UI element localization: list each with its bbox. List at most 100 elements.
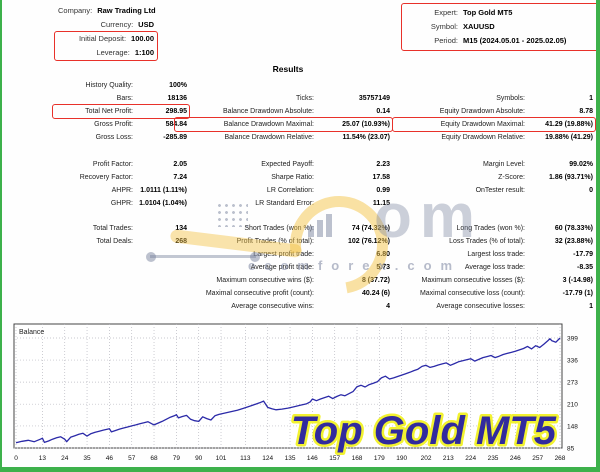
x-tick-label: 202 xyxy=(421,455,432,462)
stat-value: 60 (78.33%) xyxy=(554,225,593,232)
x-tick-label: 168 xyxy=(352,455,363,462)
stat-row: AHPR: 1.0111 (1.11%) xyxy=(55,184,187,197)
stat-label: Profit Trades (% of total): xyxy=(236,238,314,245)
plot-border xyxy=(13,323,563,449)
stat-value: -17.79 xyxy=(573,251,593,258)
stat-value: 0.99 xyxy=(376,187,390,194)
stat-value: 268 xyxy=(175,238,187,245)
header-value: Raw Trading Ltd xyxy=(97,6,156,15)
stat-label: Bars: xyxy=(116,95,133,102)
chart-series-label: Balance xyxy=(19,329,44,336)
stat-row: Largest profit trade: 6.80 xyxy=(177,248,390,261)
stat-label: Average profit trade: xyxy=(250,264,314,271)
stat-label: LR Standard Error: xyxy=(255,200,314,207)
header-row: Period: M15 (2024.05.01 - 2025.02.05) xyxy=(402,34,596,48)
header-row: Symbol: XAUUSD xyxy=(402,20,596,34)
stat-label: Largest profit trade: xyxy=(253,251,314,258)
stat-row: Balance Drawdown Relative: 11.54% (23.07) xyxy=(177,131,391,144)
expert-info: Expert: Top Gold MT5 Symbol: XAUUSD Period: M… xyxy=(401,3,596,51)
stat-label: Average consecutive losses: xyxy=(436,303,525,310)
stat-value: 11.54% (23.07) xyxy=(342,134,390,141)
stat-value: 102 (76.12%) xyxy=(347,238,390,245)
stat-block: Short Trades (won %): 74 (74.32%) Profit T… xyxy=(177,222,390,313)
x-tick-label: 146 xyxy=(307,455,318,462)
stat-value: 7.24 xyxy=(173,174,187,181)
stat-value: -285.89 xyxy=(163,134,187,141)
stat-label: Expected Payoff: xyxy=(261,161,314,168)
x-tick-label: 68 xyxy=(150,455,158,462)
stat-label: Sharpe Ratio: xyxy=(271,174,314,181)
y-tick-label: 85 xyxy=(567,446,575,453)
x-tick-label: 46 xyxy=(106,455,114,462)
stat-label: Maximum consecutive losses ($): xyxy=(421,277,525,284)
stat-row: Maximum consecutive wins ($): 8 (37.72) xyxy=(177,274,390,287)
stat-label: Ticks: xyxy=(295,95,314,102)
stat-row: Balance Drawdown Absolute: 0.14 xyxy=(177,105,390,118)
stat-block: Expected Payoff: 2.23 Sharpe Ratio: 17.58 LR… xyxy=(177,158,390,210)
stat-value: 8 (37.72) xyxy=(361,277,390,284)
y-tick-label: 336 xyxy=(567,358,578,365)
x-tick-label: 190 xyxy=(396,455,407,462)
stat-label: Maximum consecutive wins ($): xyxy=(216,277,314,284)
x-tick-label: 90 xyxy=(195,455,203,462)
stat-label: Maximal consecutive profit (count): xyxy=(205,290,314,297)
stat-row: Profit Trades (% of total): 102 (76.12%) xyxy=(177,235,390,248)
header-label: Company: xyxy=(58,6,93,15)
stat-label: LR Correlation: xyxy=(266,187,314,194)
y-tick-label: 148 xyxy=(567,423,578,430)
stat-row: Average consecutive losses: 1 xyxy=(395,300,593,313)
header-value: 100.00 xyxy=(131,34,154,43)
header-value: Top Gold MT5 xyxy=(463,8,513,17)
stat-row: Maximum consecutive losses ($): 3 (-14.98… xyxy=(395,274,593,287)
stat-row: Gross Loss: -285.89 xyxy=(55,131,187,144)
stat-value: 99.02% xyxy=(569,161,593,168)
stat-value: -8.35 xyxy=(577,264,593,271)
x-tick-label: 13 xyxy=(39,455,47,462)
x-tick-label: 0 xyxy=(14,455,18,462)
header-row: Expert: Top Gold MT5 xyxy=(402,6,596,20)
stat-row: Average consecutive wins: 4 xyxy=(177,300,390,313)
stat-value: 41.29 (19.88%) xyxy=(545,121,593,128)
stat-value: 8.78 xyxy=(579,108,593,115)
stat-row: Short Trades (won %): 74 (74.32%) xyxy=(177,222,390,235)
stat-row-highlighted: Balance Drawdown Maximal: 25.07 (10.93%) xyxy=(174,117,393,132)
x-tick-label: 124 xyxy=(262,455,273,462)
x-tick-label: 135 xyxy=(285,455,296,462)
stat-value: 18136 xyxy=(167,95,187,102)
stat-label: Equity Drawdown Relative: xyxy=(441,134,525,141)
stat-row: Equity Drawdown Absolute: 8.78 xyxy=(395,105,593,118)
stat-value: 1 xyxy=(589,95,593,102)
stat-value: -17.79 (1) xyxy=(562,290,593,297)
stat-row-highlighted: Total Net Profit: 298.95 xyxy=(52,104,190,119)
stat-value: 1.86 (93.71%) xyxy=(549,174,593,181)
stat-row: Loss Trades (% of total): 32 (23.88%) xyxy=(395,235,593,248)
stat-row: Average loss trade: -8.35 xyxy=(395,261,593,274)
stat-label: Symbols: xyxy=(496,95,525,102)
stat-row: Largest loss trade: -17.79 xyxy=(395,248,593,261)
stat-label: Z-Score: xyxy=(498,174,525,181)
header-label: Period: xyxy=(434,36,458,45)
stat-row: Recovery Factor: 7.24 xyxy=(55,171,187,184)
y-tick-label: 210 xyxy=(567,402,578,409)
stat-label: Maximal consecutive loss (count): xyxy=(419,290,525,297)
stat-row: LR Correlation: 0.99 xyxy=(177,184,390,197)
stat-row: Total Trades: 134 xyxy=(55,222,187,235)
stat-row: Margin Level: 99.02% xyxy=(395,158,593,171)
x-tick-label: 257 xyxy=(532,455,543,462)
stat-value: 1.0111 (1.11%) xyxy=(140,187,187,194)
stat-label: Balance Drawdown Maximal: xyxy=(223,121,314,128)
stat-label: Margin Level: xyxy=(482,161,525,168)
stat-row: Long Trades (won %): 60 (78.33%) xyxy=(395,222,593,235)
header-label: Expert: xyxy=(434,8,458,17)
stat-label: Equity Drawdown Absolute: xyxy=(439,108,525,115)
x-tick-label: 79 xyxy=(173,455,181,462)
stats-column-col2: Ticks: 35757149 Balance Drawdown Absolute:… xyxy=(174,0,393,320)
x-tick-label: 57 xyxy=(128,455,136,462)
stat-value: 5.73 xyxy=(376,264,390,271)
stat-value: 584.84 xyxy=(165,121,187,128)
x-tick-label: 235 xyxy=(488,455,499,462)
balance-chart: 0 13 24 35 46 57 68 79 90 101 113 124 135 146 157 168 17… xyxy=(10,322,594,467)
stat-value: 17.58 xyxy=(372,174,390,181)
stat-row: Ticks: 35757149 xyxy=(177,92,390,105)
stats-column-col3: Symbols: 1 Equity Drawdown Absolute: 8.78 Eq… xyxy=(392,0,596,320)
